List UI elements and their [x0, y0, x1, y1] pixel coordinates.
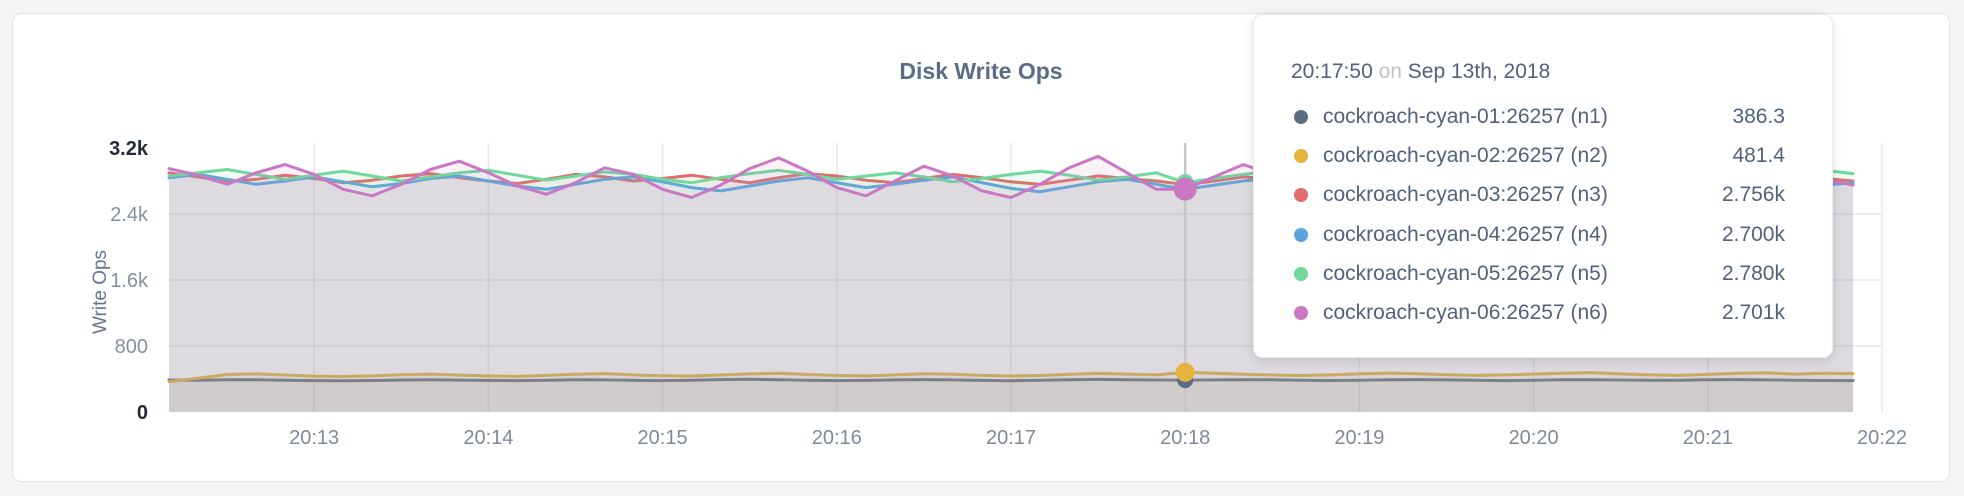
series-color-dot-icon — [1294, 266, 1308, 281]
series-color-dot-icon — [1294, 188, 1308, 203]
tooltip-conjunction: on — [1378, 60, 1402, 83]
x-tick-label: 20:15 — [638, 427, 688, 449]
tooltip-series-list: cockroach-cyan-01:26257 (n1) 386.3 cockroa… — [1254, 97, 1832, 333]
x-tick-label: 20:21 — [1683, 427, 1733, 449]
series-line-n1 — [167, 377, 1855, 383]
series-value: 386.3 — [1732, 104, 1785, 128]
chart-tooltip: 20:17:50 on Sep 13th, 2018 cockroach-cya… — [1253, 14, 1833, 358]
tooltip-time: 20:17:50 — [1291, 60, 1373, 83]
series-area-n2 — [169, 372, 1853, 412]
series-value: 2.700k — [1721, 222, 1785, 246]
tooltip-row-n4: cockroach-cyan-04:26257 (n4) 2.700k — [1254, 215, 1832, 254]
series-color-dot-icon — [1294, 109, 1308, 124]
series-name: cockroach-cyan-01:26257 (n1) — [1323, 104, 1608, 128]
hover-dot-n6 — [1173, 177, 1197, 201]
series-color-dot-icon — [1294, 306, 1308, 321]
y-tick-label: 2.4k — [110, 204, 149, 226]
tooltip-row-n2: cockroach-cyan-02:26257 (n2) 481.4 — [1254, 136, 1832, 175]
tooltip-date: Sep 13th, 2018 — [1407, 60, 1551, 83]
x-tick-label: 20:22 — [1857, 427, 1907, 449]
x-tick-label: 20:16 — [812, 427, 862, 449]
x-tick-label: 20:14 — [463, 427, 513, 449]
series-name: cockroach-cyan-05:26257 (n5) — [1323, 261, 1608, 285]
series-color-dot-icon — [1294, 148, 1308, 163]
series-value: 481.4 — [1732, 143, 1785, 167]
tooltip-row-n6: cockroach-cyan-06:26257 (n6) 2.701k — [1254, 293, 1832, 332]
x-tick-label: 20:17 — [986, 427, 1036, 449]
series-line-n2 — [167, 370, 1855, 383]
y-tick-label: 3.2k — [109, 138, 149, 160]
y-tick-label: 800 — [115, 336, 148, 358]
chart-title: Disk Write Ops — [899, 58, 1063, 84]
x-tick-label: 20:18 — [1160, 427, 1210, 449]
series-value: 2.780k — [1721, 261, 1785, 285]
tooltip-row-n1: cockroach-cyan-01:26257 (n1) 386.3 — [1254, 97, 1832, 136]
tooltip-row-n3: cockroach-cyan-03:26257 (n3) 2.756k — [1254, 176, 1832, 215]
series-name: cockroach-cyan-03:26257 (n3) — [1323, 183, 1608, 207]
hover-dot-n2 — [1175, 362, 1195, 382]
y-tick-label: 0 — [137, 402, 148, 424]
x-tick-label: 20:20 — [1509, 427, 1559, 449]
series-value: 2.756k — [1721, 183, 1785, 207]
tooltip-row-n5: cockroach-cyan-05:26257 (n5) 2.780k — [1254, 254, 1832, 293]
series-name: cockroach-cyan-04:26257 (n4) — [1323, 222, 1608, 246]
series-value: 2.701k — [1721, 301, 1785, 325]
x-tick-label: 20:19 — [1334, 427, 1384, 449]
x-tick-label: 20:13 — [289, 427, 339, 449]
series-name: cockroach-cyan-06:26257 (n6) — [1323, 301, 1608, 325]
series-name: cockroach-cyan-02:26257 (n2) — [1323, 143, 1608, 167]
series-area-n1 — [169, 379, 1853, 412]
y-tick-label: 1.6k — [110, 270, 149, 292]
series-color-dot-icon — [1294, 227, 1308, 242]
tooltip-header: 20:17:50 on Sep 13th, 2018 — [1291, 58, 1792, 85]
